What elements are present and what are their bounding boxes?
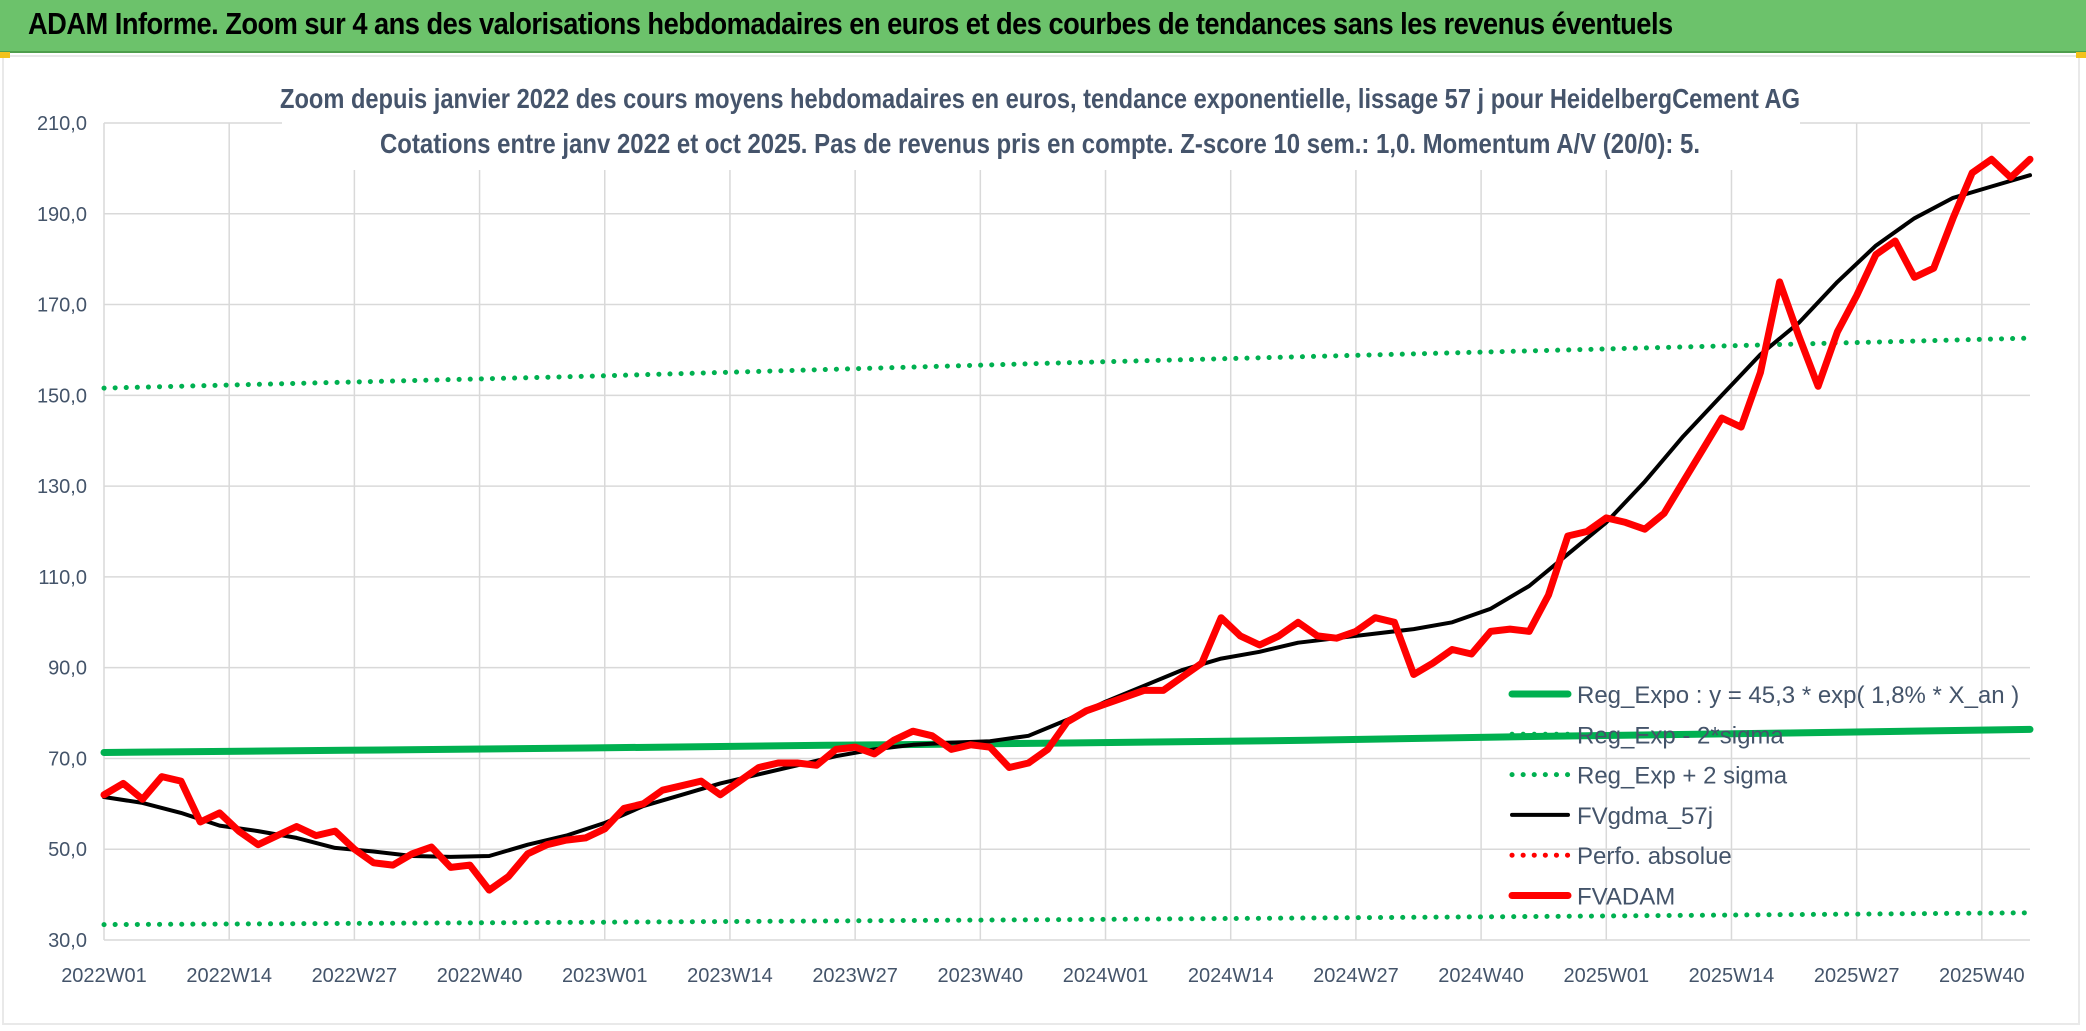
x-tick-label: 2023W14: [687, 965, 773, 987]
x-tick-label: 2022W14: [186, 965, 272, 987]
y-tick-label: 150,0: [37, 385, 87, 407]
y-tick-label: 90,0: [48, 658, 87, 680]
legend-label: Reg_Exp - 2*sigma: [1577, 722, 1784, 749]
x-tick-label: 2024W14: [1188, 965, 1274, 987]
y-tick-label: 210,0: [37, 113, 87, 135]
corner-mark-right: [2076, 52, 2086, 58]
series-reg-exp-2-sigma: [101, 335, 2033, 391]
y-tick-label: 70,0: [48, 748, 87, 770]
legend-label: Perfo. absolue: [1577, 843, 1732, 870]
x-axis-ticks: 2022W01 2022W14 2022W27 2022W40 2023W01 2023W…: [61, 965, 2024, 987]
series-reg-expo-y-45-3-exp-1-8-x-an: [100, 725, 2034, 756]
title-background: [282, 76, 1800, 170]
y-tick-label: 190,0: [37, 204, 87, 226]
legend-label: Reg_Expo : y = 45,3 * exp( 1,8% * X_an ): [1577, 682, 2019, 709]
x-tick-label: 2022W01: [61, 965, 147, 987]
y-axis-ticks: 210,0 190,0 170,0 150,0 130,0 110,0 90,0 70,0 50…: [37, 113, 87, 952]
series-fvgdma-57j: [102, 173, 2032, 859]
chart-title: Zoom depuis janvier 2022 des cours moyen…: [280, 83, 1800, 114]
x-tick-label: 2024W27: [1313, 965, 1399, 987]
series-reg-exp-2-sigma: [101, 910, 2033, 928]
y-tick-label: 170,0: [37, 295, 87, 317]
legend: Reg_Expo : y = 45,3 * exp( 1,8% * X_an )…: [1508, 682, 2019, 911]
corner-mark-left: [0, 52, 10, 58]
banner-title: ADAM Informe. Zoom sur 4 ans des valoris…: [28, 6, 1673, 41]
series-fvadam: [100, 155, 2034, 894]
x-tick-label: 2025W01: [1563, 965, 1649, 987]
x-tick-label: 2022W40: [437, 965, 523, 987]
chart-subtitle: Cotations entre janv 2022 et oct 2025. P…: [380, 128, 1700, 159]
y-tick-label: 50,0: [48, 839, 87, 861]
legend-label: Reg_Exp + 2 sigma: [1577, 763, 1788, 790]
x-tick-label: 2023W40: [938, 965, 1024, 987]
grid: [103, 122, 2030, 941]
series-layer: [100, 155, 2034, 928]
x-tick-label: 2023W27: [812, 965, 898, 987]
x-tick-label: 2022W27: [312, 965, 398, 987]
legend-label: FVADAM: [1577, 884, 1675, 911]
x-tick-label: 2025W14: [1689, 965, 1775, 987]
x-tick-label: 2024W01: [1063, 965, 1149, 987]
legend-label: FVgdma_57j: [1577, 803, 1713, 830]
x-tick-label: 2025W40: [1939, 965, 2025, 987]
x-tick-label: 2024W40: [1438, 965, 1524, 987]
x-tick-label: 2023W01: [562, 965, 648, 987]
x-tick-label: 2025W27: [1814, 965, 1900, 987]
y-tick-label: 30,0: [48, 930, 87, 952]
chart-frame: [2, 55, 2080, 1025]
y-tick-label: 130,0: [37, 476, 87, 498]
y-tick-label: 110,0: [38, 567, 87, 589]
banner: ADAM Informe. Zoom sur 4 ans des valoris…: [0, 0, 2086, 53]
